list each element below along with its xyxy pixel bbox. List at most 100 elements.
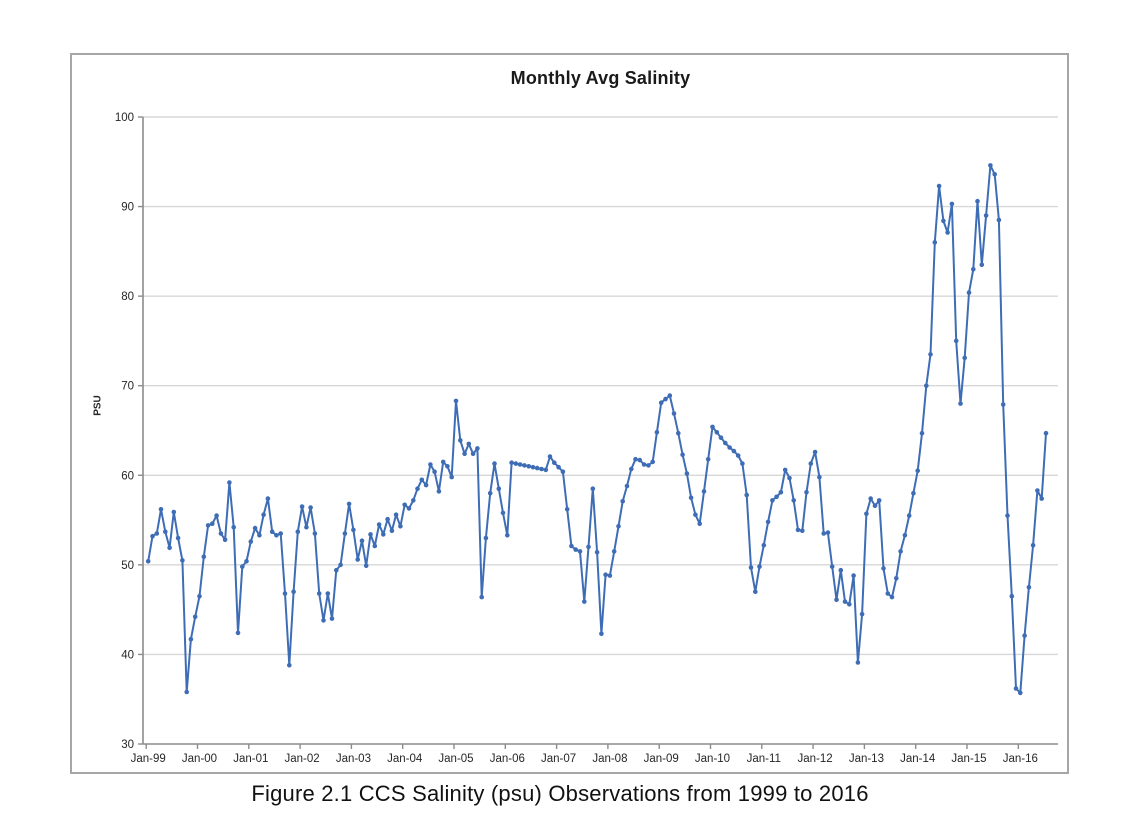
data-point — [705, 456, 711, 462]
data-point — [269, 529, 275, 534]
x-tick-label: Jan-11 — [747, 753, 781, 765]
data-point — [641, 462, 647, 467]
data-point — [676, 430, 681, 436]
data-point — [1009, 593, 1015, 599]
data-point — [539, 466, 544, 472]
data-point — [1000, 402, 1006, 407]
data-point — [864, 511, 869, 517]
data-point — [325, 591, 331, 596]
data-point — [432, 469, 437, 475]
y-tick-label: 70 — [121, 381, 134, 393]
data-point — [308, 505, 313, 510]
data-point — [291, 589, 296, 594]
data-point — [855, 660, 861, 665]
data-point — [316, 591, 322, 596]
data-point — [192, 614, 198, 620]
y-tick-label: 100 — [115, 112, 134, 124]
x-tick-label: Jan-10 — [695, 753, 730, 765]
data-point — [590, 486, 596, 492]
data-point — [171, 509, 177, 515]
data-point — [932, 240, 938, 245]
data-point — [761, 542, 767, 548]
data-point — [966, 290, 972, 295]
data-point — [992, 172, 997, 177]
data-point — [586, 544, 591, 550]
data-point — [1026, 585, 1032, 590]
data-point — [475, 446, 480, 451]
data-point — [197, 593, 202, 599]
data-point — [1043, 430, 1049, 436]
data-point — [150, 533, 155, 539]
data-point — [971, 267, 976, 272]
data-point — [1018, 690, 1023, 696]
y-tick-label: 80 — [121, 291, 134, 303]
data-point — [458, 438, 463, 443]
data-point — [244, 559, 249, 564]
data-point — [517, 462, 523, 467]
data-point — [953, 338, 959, 344]
data-line — [147, 164, 1047, 694]
data-point — [629, 466, 634, 472]
data-point — [564, 507, 570, 512]
data-point — [227, 480, 232, 485]
data-point — [906, 513, 912, 518]
data-point — [278, 531, 284, 536]
data-point — [419, 477, 425, 483]
data-point — [774, 494, 779, 500]
data-point — [569, 543, 574, 549]
data-point — [445, 464, 450, 469]
x-tick-label: Jan-06 — [490, 753, 525, 765]
data-point — [646, 463, 651, 468]
data-point — [894, 576, 899, 581]
data-point — [513, 461, 519, 466]
data-point — [684, 471, 690, 476]
data-point — [847, 602, 852, 607]
data-point — [449, 474, 455, 480]
data-point — [1022, 633, 1027, 638]
data-point — [415, 486, 420, 492]
data-point — [868, 496, 873, 501]
data-point — [1005, 513, 1010, 518]
data-point — [393, 512, 399, 517]
x-tick-label: Jan-15 — [951, 753, 986, 765]
data-point — [611, 549, 617, 554]
data-point — [526, 464, 531, 469]
data-point — [411, 498, 416, 503]
data-point — [462, 451, 467, 457]
data-point — [911, 490, 916, 496]
data-point — [346, 501, 352, 507]
data-point — [714, 430, 720, 435]
data-point — [808, 461, 814, 466]
data-point — [163, 529, 168, 534]
data-point — [252, 525, 258, 531]
y-tick-label: 90 — [121, 202, 134, 214]
data-point — [945, 230, 950, 235]
data-point — [872, 503, 878, 509]
data-point — [915, 468, 920, 474]
data-point — [423, 482, 429, 488]
data-point — [740, 461, 745, 466]
data-point — [859, 611, 865, 617]
data-point — [295, 529, 301, 534]
data-point — [744, 492, 749, 498]
data-point — [338, 562, 343, 568]
data-point — [710, 424, 715, 430]
data-point — [782, 467, 788, 473]
data-point — [248, 539, 254, 544]
data-point — [1035, 488, 1040, 493]
y-tick-label: 50 — [121, 560, 134, 572]
y-tick-label: 40 — [121, 649, 134, 661]
data-point — [881, 566, 886, 571]
data-point — [936, 183, 942, 189]
data-point — [355, 557, 361, 562]
data-point — [231, 524, 236, 530]
chart-title: Monthly Avg Salinity — [510, 68, 691, 88]
data-point — [334, 567, 339, 573]
data-point — [492, 461, 497, 466]
data-point — [718, 435, 724, 441]
data-point — [210, 521, 215, 526]
data-point — [381, 532, 386, 537]
data-point — [145, 559, 151, 564]
data-point — [1013, 686, 1019, 691]
